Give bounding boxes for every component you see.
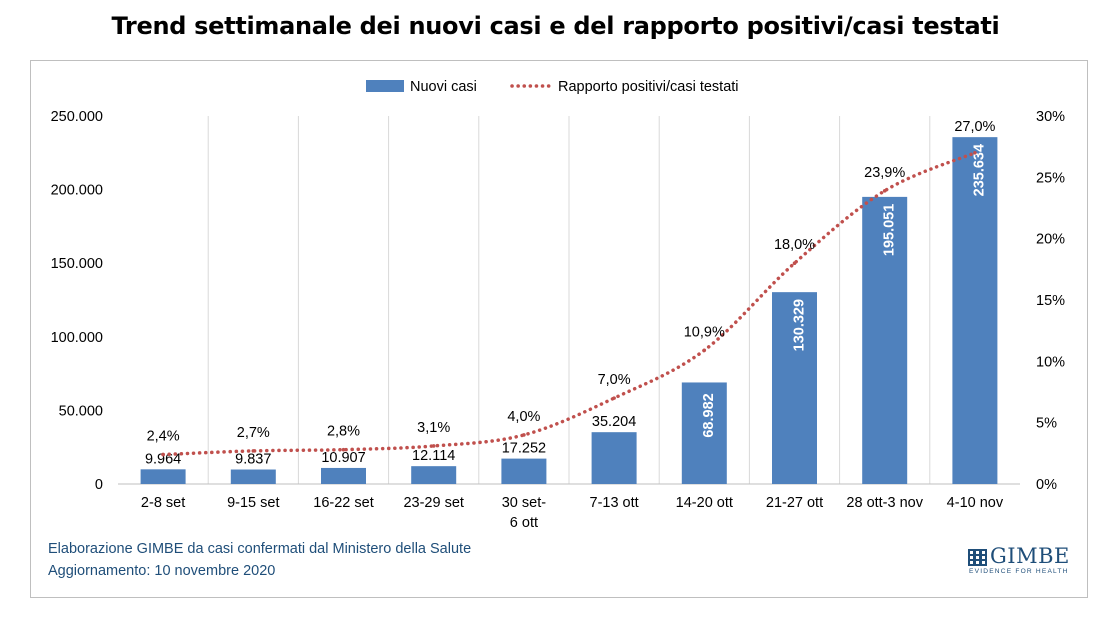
x-tick-label: 28 ott-3 nov: [846, 495, 923, 511]
y-tick-label: 50.000: [59, 403, 103, 419]
ratio-value-label: 10,9%: [684, 324, 725, 340]
gimbe-logo: GIMBE EVIDENCE FOR HEALTH: [968, 544, 1074, 580]
bar: [772, 292, 817, 484]
gimbe-grid-icon: [968, 549, 987, 566]
ratio-point: [341, 447, 346, 452]
bar-value-label: 130.329: [791, 299, 807, 351]
ratio-point: [973, 151, 977, 155]
ratio-value-label: 2,7%: [237, 425, 270, 441]
x-tick-label: 16-22 set: [313, 495, 373, 511]
y-tick-label: 0: [95, 477, 103, 493]
bar: [862, 196, 908, 484]
bar: [411, 466, 457, 484]
x-tick-label: 14-20 ott: [676, 495, 733, 511]
ratio-point: [522, 433, 526, 437]
bar: [501, 458, 547, 484]
bar-value-label: 17.252: [502, 441, 546, 457]
bar-value-label: 68.982: [701, 393, 717, 437]
ratio-line: [161, 151, 977, 457]
x-tick-label: 9-15 set: [227, 495, 279, 511]
source-line: Elaborazione GIMBE da casi confermati da…: [48, 541, 472, 557]
legend-label-bars: Nuovi casi: [410, 79, 477, 95]
chart-title: Trend settimanale dei nuovi casi e del r…: [111, 12, 1000, 40]
x-tick-label: 23-29 set: [403, 495, 463, 511]
bar: [591, 432, 637, 484]
bar: [952, 137, 998, 484]
y2-tick-label: 5%: [1036, 416, 1057, 432]
update-line: Aggiornamento: 10 novembre 2020: [48, 563, 276, 579]
logo-wordmark: GIMBE: [990, 544, 1070, 568]
bar-value-label: 35.204: [592, 414, 636, 430]
bar-value-label: 12.114: [412, 448, 455, 464]
y2-tick-label: 30%: [1036, 109, 1065, 125]
ratio-point: [431, 444, 436, 448]
ratio-value-label: 4,0%: [507, 409, 540, 425]
chart-frame: [30, 60, 1088, 598]
ratio-value-label: 7,0%: [598, 372, 631, 388]
x-tick-label: 6 ott: [510, 515, 538, 531]
bar: [230, 469, 276, 484]
bar-value-label: 10.907: [321, 450, 365, 466]
ratio-value-label: 2,8%: [327, 424, 360, 440]
ratio-value-label: 18,0%: [774, 237, 815, 253]
ratio-value-label: 27,0%: [954, 119, 995, 135]
y2-tick-label: 10%: [1036, 354, 1065, 370]
y-tick-label: 150.000: [51, 256, 103, 272]
x-tick-label: 7-13 ott: [590, 495, 639, 511]
x-tick-label: 4-10 nov: [947, 495, 1004, 511]
bar: [321, 467, 366, 484]
ratio-point: [702, 348, 707, 353]
y2-tick-label: 25%: [1036, 170, 1065, 186]
x-tick-label: 30 set-: [502, 495, 546, 511]
y2-tick-label: 20%: [1036, 232, 1065, 248]
bar-value-label: 195.051: [882, 204, 898, 256]
ratio-point: [251, 449, 256, 453]
ratio-value-label: 23,9%: [864, 165, 905, 181]
bar-value-label: 9.964: [145, 451, 181, 467]
ratio-value-label: 3,1%: [417, 420, 450, 436]
x-tick-label: 21-27 ott: [766, 495, 823, 511]
legend-swatch-bars: [366, 80, 404, 92]
ratio-point: [792, 261, 797, 266]
y-tick-label: 250.000: [51, 109, 103, 125]
y-tick-label: 200.000: [51, 183, 103, 199]
logo-tagline: EVIDENCE FOR HEALTH: [969, 568, 1069, 575]
ratio-point: [612, 396, 616, 400]
ratio-point: [882, 189, 887, 193]
bar-value-label: 235.634: [972, 144, 988, 196]
ratio-point: [161, 452, 165, 457]
bar: [140, 469, 186, 484]
bar-value-label: 9.837: [235, 452, 271, 468]
ratio-value-label: 2,4%: [147, 429, 180, 445]
y2-tick-label: 15%: [1036, 293, 1065, 309]
y2-tick-label: 0%: [1036, 477, 1057, 493]
legend-label-line: Rapporto positivi/casi testati: [558, 79, 739, 95]
bar: [681, 382, 727, 484]
y-tick-label: 100.000: [51, 330, 103, 346]
x-tick-label: 2-8 set: [141, 495, 185, 511]
